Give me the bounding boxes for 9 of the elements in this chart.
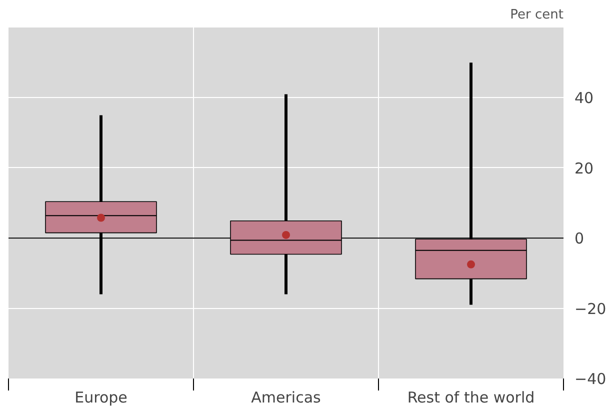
x-tick-label: Americas	[251, 388, 322, 406]
y-axis-title: Per cent	[510, 8, 564, 22]
y-tick-label: 40	[574, 89, 594, 108]
x-tick-label: Rest of the world	[407, 388, 535, 406]
y-tick-label: −20	[574, 300, 606, 318]
y-tick-label: −40	[574, 370, 606, 388]
x-tick-label: Europe	[74, 388, 128, 406]
y-tick-label: 0	[574, 230, 584, 248]
y-tick-label: 20	[574, 159, 594, 178]
